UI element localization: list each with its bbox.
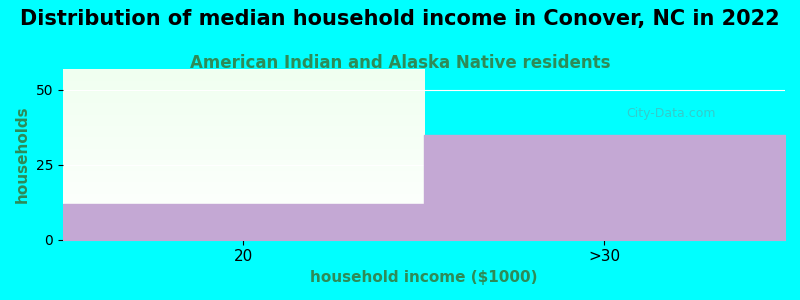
Y-axis label: households: households — [15, 106, 30, 203]
X-axis label: household income ($1000): household income ($1000) — [310, 270, 538, 285]
Text: City-Data.com: City-Data.com — [626, 106, 716, 120]
Text: Distribution of median household income in Conover, NC in 2022: Distribution of median household income … — [20, 9, 780, 29]
Text: American Indian and Alaska Native residents: American Indian and Alaska Native reside… — [190, 54, 610, 72]
